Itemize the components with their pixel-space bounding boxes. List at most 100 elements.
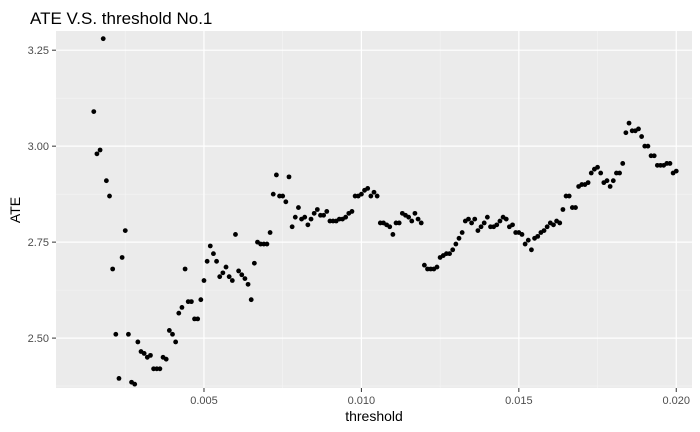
data-point [214,258,219,264]
data-point [204,258,210,264]
data-point [113,331,119,337]
y-tick-label: 3.25 [28,45,49,57]
data-point [390,232,396,237]
y-tick-label: 2.75 [28,237,49,249]
data-point [100,36,106,42]
data-point [374,193,380,199]
plot-panel [56,31,692,388]
data-point [223,264,229,270]
y-axis-ticks: 2.50 2.75 3.00 3.25 [28,45,56,345]
data-point [349,209,355,214]
data-point [97,147,103,153]
data-point [371,189,377,195]
x-tick-label: 0.015 [505,395,533,407]
data-point [141,351,147,356]
data-point [311,210,317,216]
data-point [529,247,534,253]
data-point [148,352,153,358]
data-point [626,120,632,126]
data-point [321,212,327,218]
data-point [236,268,242,274]
data-point [595,164,600,170]
data-point [557,220,563,226]
data-point [94,151,100,157]
data-point [324,209,330,214]
data-point [620,161,626,166]
data-point [173,339,179,345]
data-point [182,266,188,272]
data-point [585,180,591,186]
data-point [434,264,440,270]
data-point [607,184,613,189]
data-point [387,224,393,230]
data-point [122,228,128,234]
data-point [522,241,528,247]
data-point [494,222,500,228]
data-point [229,278,235,283]
data-point [478,224,484,230]
data-point [604,178,610,184]
data-point [239,272,245,278]
data-point [459,230,465,235]
data-point [233,232,238,237]
data-point [667,161,673,166]
data-point [107,193,112,199]
data-point [484,214,490,220]
x-axis-title: threshold [345,408,403,424]
data-point [409,218,415,224]
data-point [163,356,169,362]
data-point [286,174,292,180]
data-point [195,316,201,322]
data-point [396,220,402,226]
data-point [170,331,175,337]
data-point [226,274,232,280]
y-axis-title: ATE [7,197,23,223]
chart-title: ATE V.S. threshold No.1 [30,9,212,28]
data-point [308,216,314,222]
data-point [610,178,616,184]
data-point [450,247,456,253]
data-point [289,224,295,230]
data-point [305,222,311,228]
data-point [248,297,254,303]
data-point [598,170,604,176]
data-point [198,297,204,303]
data-point [296,205,301,210]
data-point [475,228,481,234]
data-point [466,216,471,222]
data-point [283,199,289,205]
data-point [368,193,374,199]
data-point [270,191,276,197]
data-point [314,207,320,212]
data-point [447,251,452,257]
data-point [343,214,349,220]
data-point [292,214,298,220]
data-point [415,216,421,222]
data-point [110,266,116,272]
data-point [651,153,657,159]
x-tick-label: 0.005 [190,395,218,407]
data-point [157,366,163,372]
data-point [519,232,525,237]
data-point [623,130,629,136]
data-point [274,172,279,178]
data-point [264,241,270,247]
data-point [188,299,194,305]
data-point [217,274,223,280]
data-point [267,230,273,235]
data-point [544,224,550,230]
data-point [525,237,531,243]
y-tick-label: 2.50 [28,333,49,345]
data-point [220,270,226,276]
data-point [560,207,566,212]
data-point [166,328,172,333]
data-point [645,143,651,149]
data-point [421,262,427,268]
data-point [302,214,308,220]
data-point [412,210,418,216]
data-point [119,255,125,260]
data-point [242,276,248,281]
data-point [636,126,641,132]
